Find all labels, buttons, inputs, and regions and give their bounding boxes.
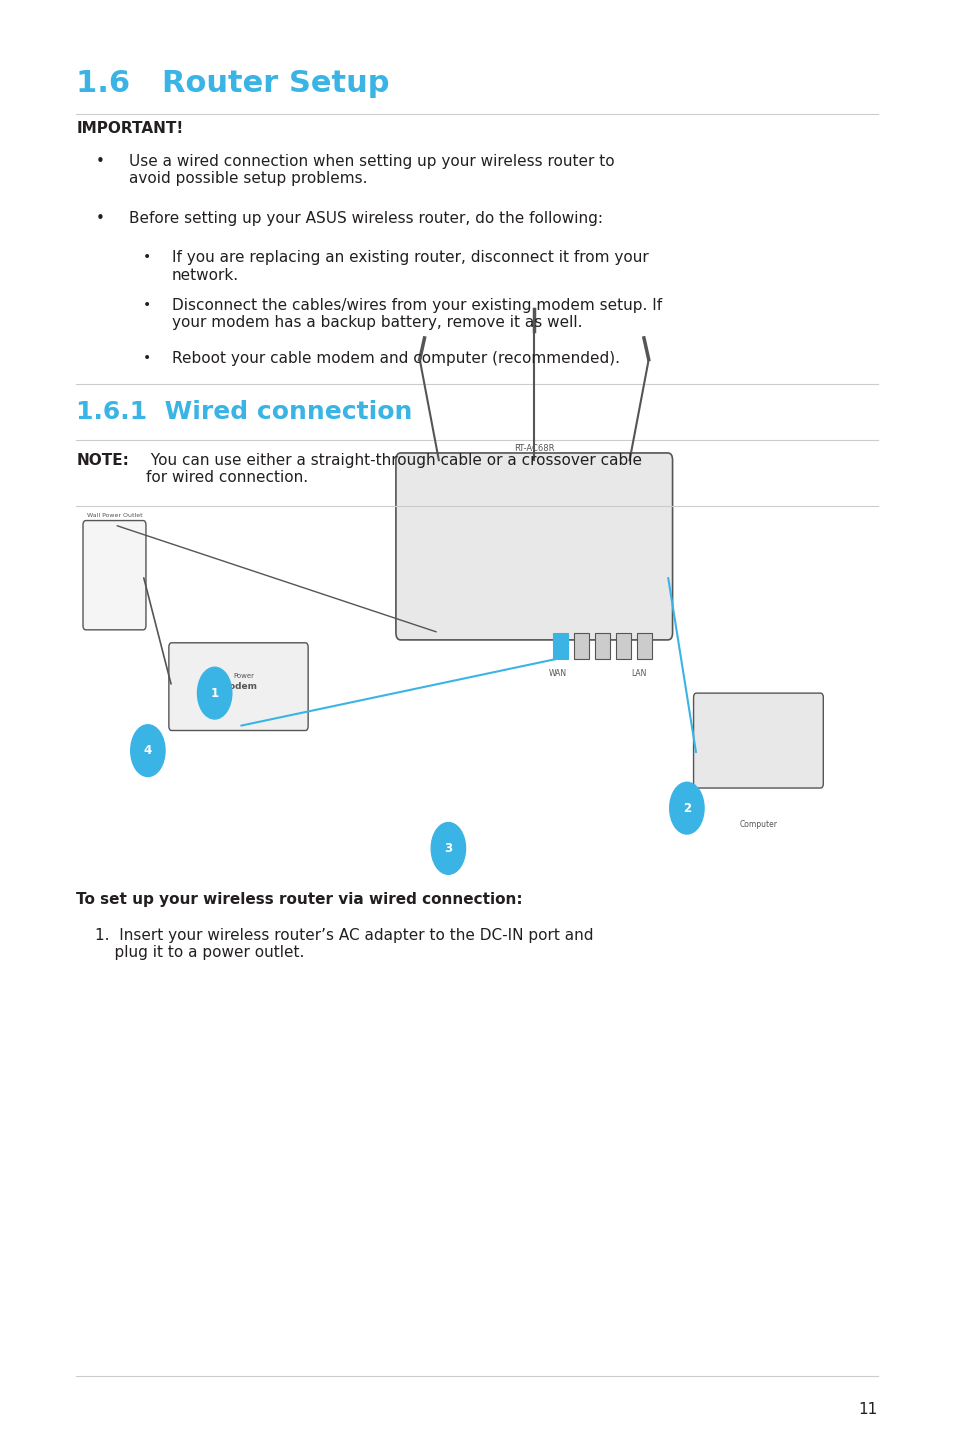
Text: •: • [143, 298, 152, 312]
Text: Use a wired connection when setting up your wireless router to
avoid possible se: Use a wired connection when setting up y… [129, 154, 614, 187]
Text: •: • [143, 351, 152, 365]
FancyBboxPatch shape [83, 521, 146, 630]
Text: Power: Power [233, 673, 254, 679]
Bar [637, 633, 651, 659]
Circle shape [197, 667, 232, 719]
Circle shape [431, 823, 465, 874]
Text: 1.6.1  Wired connection: 1.6.1 Wired connection [76, 400, 413, 424]
FancyBboxPatch shape [395, 453, 672, 640]
Text: RT-AC68R: RT-AC68R [514, 444, 554, 453]
Text: 4: 4 [144, 743, 152, 758]
Text: To set up your wireless router via wired connection:: To set up your wireless router via wired… [76, 892, 522, 906]
Circle shape [669, 782, 703, 834]
Text: •: • [95, 154, 104, 168]
Text: IMPORTANT!: IMPORTANT! [76, 121, 183, 135]
Text: If you are replacing an existing router, disconnect it from your
network.: If you are replacing an existing router,… [172, 250, 648, 283]
Text: 11: 11 [858, 1402, 877, 1416]
FancyBboxPatch shape [693, 693, 822, 788]
Text: Computer: Computer [739, 820, 777, 828]
Text: Modem: Modem [220, 682, 256, 692]
FancyBboxPatch shape [169, 643, 308, 731]
Text: 1.  Insert your wireless router’s AC adapter to the DC-IN port and
    plug it t: 1. Insert your wireless router’s AC adap… [95, 928, 594, 961]
Text: 2: 2 [682, 801, 690, 815]
Text: Disconnect the cables/wires from your existing modem setup. If
your modem has a : Disconnect the cables/wires from your ex… [172, 298, 661, 331]
Text: Before setting up your ASUS wireless router, do the following:: Before setting up your ASUS wireless rou… [129, 211, 602, 226]
Text: You can use either a straight-through cable or a crossover cable
for wired conne: You can use either a straight-through ca… [146, 453, 641, 486]
Text: 3: 3 [444, 841, 452, 856]
Circle shape [131, 725, 165, 777]
Text: WAN: WAN [549, 669, 566, 677]
Text: •: • [143, 250, 152, 265]
Text: 1.6   Router Setup: 1.6 Router Setup [76, 69, 390, 98]
Bar [553, 633, 567, 659]
Text: 1: 1 [211, 686, 218, 700]
Bar [616, 633, 630, 659]
Text: Wall Power Outlet: Wall Power Outlet [87, 513, 142, 518]
Text: LAN: LAN [631, 669, 646, 677]
Text: Reboot your cable modem and computer (recommended).: Reboot your cable modem and computer (re… [172, 351, 619, 365]
Text: •: • [95, 211, 104, 226]
Bar [574, 633, 588, 659]
Text: NOTE:: NOTE: [76, 453, 129, 467]
Bar [595, 633, 609, 659]
